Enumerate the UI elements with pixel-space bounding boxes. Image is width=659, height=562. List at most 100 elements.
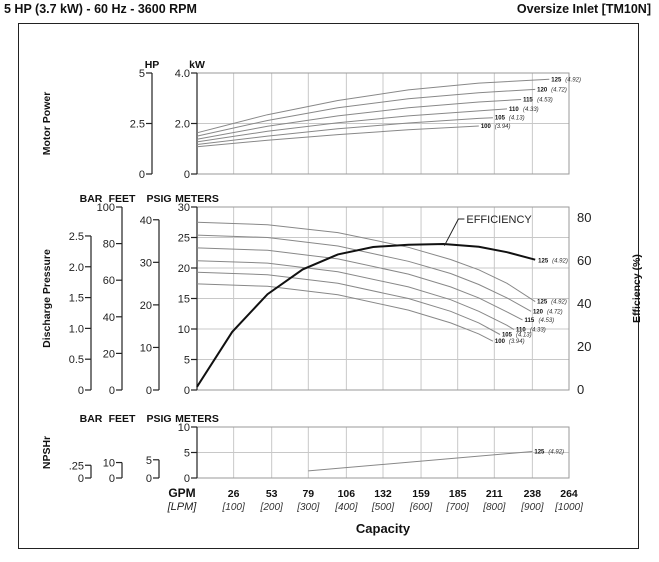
impeller-label: 100: [495, 339, 506, 345]
inlet-model-heading: Oversize Inlet [TM10N]: [516, 2, 651, 16]
efficiency-curve: [196, 242, 536, 388]
impeller-label-metric: (4.92): [565, 77, 581, 83]
impeller-label: 115: [525, 318, 535, 324]
discharge-pressure-axis-tick-label: 25: [178, 233, 190, 245]
x-axis-tick-label-metric: [100]: [222, 502, 245, 513]
discharge-pressure-axis-tick-label: 20: [140, 300, 152, 312]
impeller-label-metric: (4.53): [537, 98, 553, 104]
x-axis-tick-label: 159: [412, 488, 430, 500]
efficiency-axis-tick-label: 80: [577, 210, 591, 225]
impeller-label: 125: [537, 300, 548, 306]
impeller-curve-125: [308, 451, 533, 472]
npshr-axis-unit: BAR: [80, 413, 103, 425]
discharge-pressure-axis-tick-label: 0.5: [69, 354, 84, 366]
x-axis-tick-label: 211: [486, 488, 503, 500]
npshr-title: NPSHr: [41, 436, 53, 469]
impeller-label: 115: [523, 98, 533, 104]
discharge-pressure-title: Discharge Pressure: [41, 249, 53, 348]
x-axis-tick-label: 53: [266, 488, 278, 500]
x-axis-tick-label: 79: [302, 488, 314, 500]
discharge-pressure-axis-tick-label: 0: [109, 385, 115, 397]
motor-power-axis-tick-label: 5: [139, 68, 145, 80]
impeller-label-metric: (4.72): [547, 309, 563, 315]
efficiency-leader: [443, 218, 465, 246]
motor-power-axis-tick-label: 2.5: [130, 119, 145, 131]
discharge-pressure-axis-tick-label: 0: [78, 385, 84, 397]
efficiency-axis-tick-label: 20: [577, 339, 591, 354]
x-axis-tick-label: 185: [449, 488, 467, 500]
discharge-pressure-axis-unit: PSIG: [146, 193, 171, 205]
impeller-label: 120: [537, 87, 548, 93]
motor-power-axis-tick-label: 2.0: [175, 119, 190, 131]
x-axis-tick-label-metric: [700]: [446, 502, 469, 513]
discharge-pressure-axis-tick-label: 30: [140, 257, 152, 269]
npshr-axis-tick-label: 5: [146, 455, 152, 467]
motor-power-axis-tick-label: 0: [184, 169, 190, 181]
impeller-label-metric: (4.72): [551, 87, 567, 93]
x-axis-tick-label-metric: [500]: [371, 502, 394, 513]
npshr-axis-tick-label: 0: [184, 473, 190, 485]
npshr-axis-tick-label: 0: [78, 473, 84, 485]
pump-spec-heading: 5 HP (3.7 kW) - 60 Hz - 3600 RPM: [4, 2, 197, 16]
motor-power-title: Motor Power: [41, 92, 53, 156]
impeller-curve-115: [196, 99, 522, 140]
motor-power-axis-unit: HP: [145, 59, 160, 71]
efficiency-impeller-label: 125: [538, 259, 549, 265]
x-axis-tick-label: 264: [560, 488, 578, 500]
impeller-label-metric: (4.33): [523, 107, 539, 113]
impeller-curve-125: [196, 221, 536, 303]
npshr-axis-tick-label: 0: [109, 473, 115, 485]
npshr-axis-unit: PSIG: [146, 413, 171, 425]
x-axis-tick-label-metric: [600]: [409, 502, 432, 513]
impeller-label: 125: [534, 449, 545, 455]
discharge-pressure-axis-tick-label: 80: [103, 239, 115, 251]
impeller-curve-110: [196, 260, 515, 331]
impeller-label-metric: (4.33): [530, 328, 546, 334]
motor-power-axis-tick-label: 4.0: [175, 68, 190, 80]
discharge-pressure-axis-unit: METERS: [175, 193, 219, 205]
impeller-label: 100: [481, 124, 492, 130]
npshr-axis-unit: FEET: [109, 413, 136, 425]
discharge-pressure-axis-tick-label: 2.5: [69, 231, 84, 243]
efficiency-impeller-metric: (4.92): [552, 259, 568, 265]
impeller-label-metric: (4.92): [548, 449, 564, 455]
discharge-pressure-axis-tick-label: 5: [184, 355, 190, 367]
impeller-label: 120: [533, 309, 544, 315]
discharge-pressure-axis-tick-label: 100: [97, 202, 115, 214]
discharge-pressure-axis-tick-label: 1.0: [69, 323, 84, 335]
chart-frame: [18, 23, 639, 549]
npshr-axis-tick-label: 0: [146, 473, 152, 485]
motor-power-axis-tick-label: 0: [139, 169, 145, 181]
npshr-axis-tick-label: 10: [103, 458, 115, 470]
npshr-axis-tick-label: .25: [69, 460, 84, 472]
discharge-pressure-axis-tick-label: 10: [178, 324, 190, 336]
x-axis-tick-label-metric: [1000]: [554, 502, 583, 513]
discharge-pressure-axis-tick-label: 0: [184, 385, 190, 397]
discharge-pressure-axis-tick-label: 40: [103, 312, 115, 324]
impeller-label-metric: (4.13): [516, 332, 532, 338]
impeller-curve-100: [196, 125, 479, 148]
npshr-axis-unit: METERS: [175, 413, 219, 425]
x-axis-tick-label-metric: [900]: [520, 502, 543, 513]
impeller-curve-120: [196, 234, 532, 312]
impeller-curve-115: [196, 247, 523, 321]
npshr-axis-tick-label: 5: [184, 448, 190, 460]
x-axis-unit: GPM: [168, 486, 195, 500]
discharge-pressure-axis-tick-label: 20: [103, 348, 115, 360]
discharge-pressure-axis-tick-label: 10: [140, 342, 152, 354]
discharge-pressure-axis-tick-label: 15: [178, 294, 190, 306]
x-axis-tick-label-metric: [800]: [482, 502, 505, 513]
efficiency-axis-title: Efficiency (%): [631, 254, 643, 323]
x-axis-tick-label-metric: [400]: [334, 502, 357, 513]
impeller-curve-110: [196, 108, 508, 143]
discharge-pressure-axis-tick-label: 1.5: [69, 293, 84, 305]
impeller-curve-105: [196, 271, 501, 335]
x-axis-title: Capacity: [356, 521, 411, 536]
discharge-pressure-axis-unit: BAR: [80, 193, 103, 205]
impeller-label: 105: [495, 116, 506, 122]
efficiency-axis-tick-label: 0: [577, 382, 584, 397]
discharge-pressure-axis-unit: FEET: [109, 193, 136, 205]
discharge-pressure-axis-tick-label: 40: [140, 215, 152, 227]
